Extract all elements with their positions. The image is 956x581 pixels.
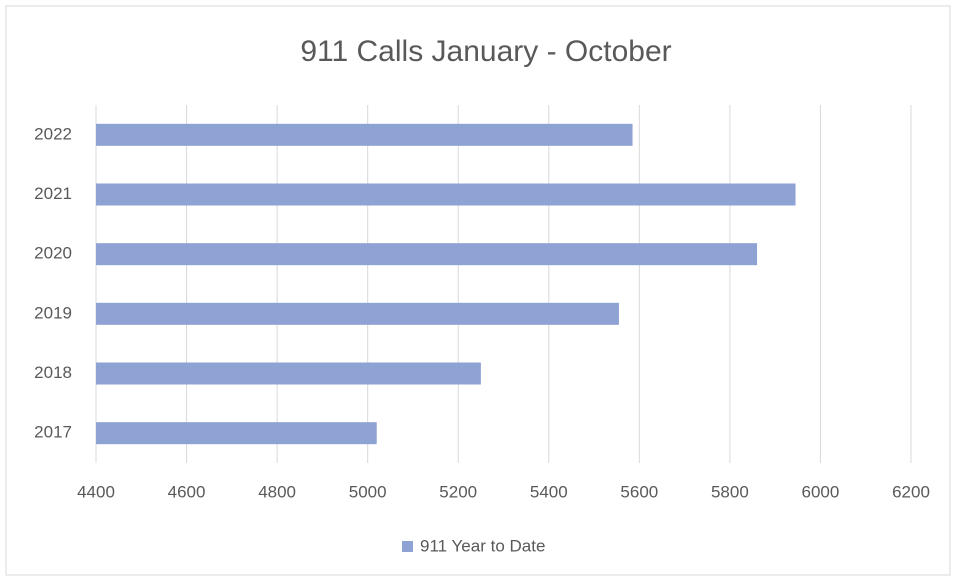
x-tick-label: 5400: [530, 482, 568, 501]
y-tick-label: 2020: [34, 244, 72, 263]
x-tick-label: 4400: [77, 482, 115, 501]
x-tick-label: 4800: [258, 482, 296, 501]
chart-title: 911 Calls January - October: [300, 35, 671, 68]
legend-label: 911 Year to Date: [420, 536, 545, 555]
bar: [96, 123, 633, 146]
x-tick-label: 6200: [892, 482, 930, 501]
bar: [96, 302, 619, 325]
bar: [96, 362, 481, 385]
bar: [96, 243, 758, 266]
x-tick-label: 6000: [802, 482, 840, 501]
x-tick-label: 5000: [349, 482, 387, 501]
y-tick-label: 2021: [34, 184, 72, 203]
chart-frame: [5, 5, 951, 576]
y-tick-label: 2019: [34, 303, 72, 322]
y-tick-label: 2017: [34, 423, 72, 442]
x-tick-label: 4600: [168, 482, 206, 501]
y-tick-label: 2018: [34, 363, 72, 382]
bar: [96, 183, 796, 206]
bar: [96, 422, 377, 445]
x-tick-label: 5800: [711, 482, 749, 501]
x-tick-label: 5200: [439, 482, 477, 501]
x-tick-label: 5600: [620, 482, 658, 501]
y-tick-label: 2022: [34, 124, 72, 143]
legend-swatch: [402, 541, 413, 552]
